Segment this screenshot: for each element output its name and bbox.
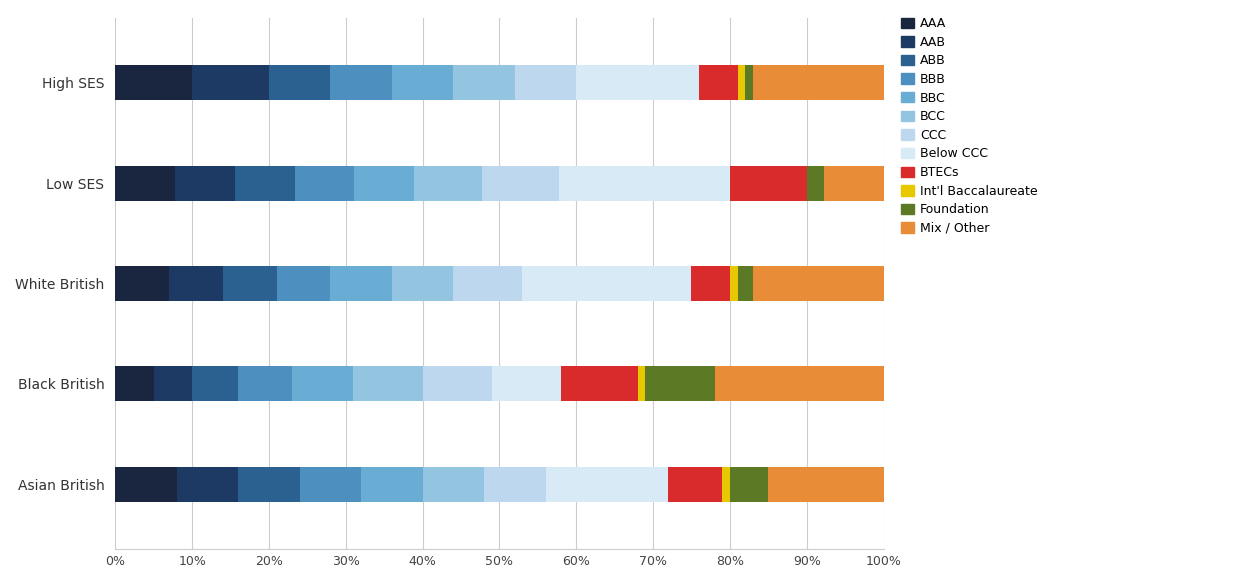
Bar — [753, 65, 883, 100]
Bar — [116, 466, 176, 502]
Bar — [515, 65, 576, 100]
Bar — [392, 266, 454, 301]
Bar — [454, 266, 523, 301]
Bar — [692, 266, 730, 301]
Bar — [561, 366, 638, 402]
Bar — [546, 466, 668, 502]
Bar — [238, 466, 300, 502]
Bar — [392, 65, 454, 100]
Bar — [645, 366, 714, 402]
Bar — [722, 466, 730, 502]
Bar — [292, 366, 354, 402]
Bar — [730, 266, 737, 301]
Bar — [454, 65, 515, 100]
Bar — [483, 166, 559, 201]
Bar — [223, 266, 277, 301]
Bar — [668, 466, 722, 502]
Bar — [116, 266, 169, 301]
Bar — [362, 466, 422, 502]
Bar — [745, 65, 753, 100]
Bar — [330, 266, 392, 301]
Bar — [116, 366, 154, 402]
Bar — [769, 466, 883, 502]
Bar — [638, 366, 645, 402]
Bar — [714, 366, 883, 402]
Bar — [193, 366, 238, 402]
Bar — [277, 266, 330, 301]
Bar — [193, 65, 268, 100]
Bar — [737, 266, 753, 301]
Bar — [415, 166, 483, 201]
Bar — [523, 266, 692, 301]
Bar — [559, 166, 730, 201]
Bar — [422, 466, 484, 502]
Bar — [238, 366, 292, 402]
Bar — [234, 166, 295, 201]
Bar — [295, 166, 354, 201]
Bar — [268, 65, 330, 100]
Bar — [491, 366, 561, 402]
Bar — [824, 166, 883, 201]
Bar — [753, 266, 883, 301]
Bar — [169, 266, 223, 301]
Bar — [737, 65, 745, 100]
Bar — [175, 166, 234, 201]
Bar — [354, 166, 415, 201]
Bar — [300, 466, 362, 502]
Legend: AAA, AAB, ABB, BBB, BBC, BCC, CCC, Below CCC, BTECs, Int'l Baccalaureate, Founda: AAA, AAB, ABB, BBB, BBC, BCC, CCC, Below… — [897, 13, 1041, 238]
Bar — [116, 65, 193, 100]
Bar — [422, 366, 491, 402]
Bar — [330, 65, 392, 100]
Bar — [354, 366, 422, 402]
Bar — [699, 65, 737, 100]
Bar — [116, 166, 175, 201]
Bar — [154, 366, 193, 402]
Bar — [730, 166, 806, 201]
Bar — [730, 466, 769, 502]
Bar — [806, 166, 824, 201]
Bar — [176, 466, 238, 502]
Bar — [576, 65, 699, 100]
Bar — [484, 466, 546, 502]
